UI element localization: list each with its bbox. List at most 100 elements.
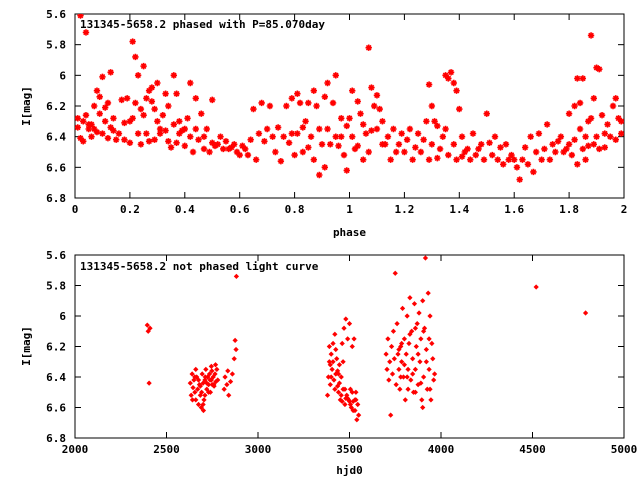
data-point: [333, 346, 339, 353]
data-point: [132, 99, 139, 107]
data-point: [469, 130, 477, 137]
x-tick-label: 2500: [153, 443, 180, 456]
data-point: [568, 151, 576, 159]
data-point: [77, 135, 84, 142]
data-point: [110, 127, 117, 134]
data-point: [494, 156, 501, 163]
y-tick-label: 6.8: [46, 432, 66, 445]
data-point: [204, 386, 210, 392]
data-point: [582, 310, 589, 316]
data-point: [427, 386, 433, 392]
data-point: [316, 171, 323, 179]
data-point: [598, 112, 606, 119]
data-point: [80, 138, 87, 145]
data-point: [450, 79, 458, 87]
data-point: [338, 392, 344, 398]
data-point: [392, 270, 398, 276]
data-point: [354, 98, 361, 105]
data-point: [425, 156, 433, 163]
data-point: [204, 380, 210, 386]
data-point: [442, 125, 449, 133]
data-point: [381, 141, 389, 148]
data-point: [436, 145, 444, 153]
data-point: [585, 118, 592, 125]
data-point: [274, 124, 282, 131]
data-point: [401, 336, 408, 342]
data-point: [343, 395, 349, 401]
data-point: [101, 104, 109, 111]
data-point: [88, 121, 95, 128]
data-point: [574, 161, 581, 168]
data-point: [123, 95, 131, 102]
data-point: [428, 141, 436, 148]
data-point: [266, 102, 274, 110]
x-tick-label: 2: [621, 203, 628, 216]
data-point: [399, 359, 405, 365]
data-point: [483, 110, 490, 117]
data-point: [425, 290, 431, 296]
data-point: [200, 401, 206, 408]
data-point: [162, 90, 169, 97]
data-point: [140, 62, 147, 70]
data-point: [397, 386, 403, 392]
data-points: [75, 14, 624, 183]
data-point: [412, 144, 419, 151]
data-point: [307, 133, 315, 140]
data-point: [277, 158, 285, 165]
data-point: [353, 389, 359, 395]
data-point: [316, 125, 323, 133]
data-point: [324, 125, 331, 133]
data-point: [519, 156, 526, 163]
data-point: [233, 273, 240, 279]
data-point: [346, 398, 353, 405]
data-point: [406, 125, 414, 133]
data-point: [233, 346, 239, 353]
data-point: [360, 156, 367, 163]
x-tick-label: 4500: [519, 443, 546, 456]
data-point: [176, 130, 183, 137]
data-point: [412, 325, 419, 331]
data-point: [371, 102, 378, 110]
data-point: [354, 417, 360, 423]
data-point: [349, 343, 355, 350]
data-point: [327, 141, 334, 148]
data-point: [99, 130, 106, 137]
data-point: [126, 118, 134, 125]
data-point: [423, 346, 429, 353]
data-point: [205, 389, 212, 395]
data-point: [145, 138, 153, 145]
data-point: [585, 142, 592, 150]
data-point: [200, 407, 207, 414]
data-point: [388, 412, 394, 418]
data-point: [405, 386, 411, 392]
data-point: [154, 79, 161, 87]
y-tick-label: 6.6: [46, 402, 66, 415]
data-point: [187, 79, 194, 87]
data-point: [118, 96, 125, 104]
y-tick-label: 5.6: [46, 249, 66, 262]
data-point: [535, 130, 543, 137]
data-point: [199, 371, 205, 377]
data-point: [239, 142, 246, 150]
data-point: [178, 127, 186, 134]
data-point: [538, 156, 545, 163]
data-point: [170, 121, 178, 128]
data-point: [582, 156, 589, 163]
data-point: [395, 141, 403, 148]
data-point: [189, 371, 195, 377]
x-tick-label: 1.2: [394, 203, 414, 216]
data-point: [104, 99, 112, 107]
y-tick-label: 6.8: [46, 192, 66, 205]
data-point: [232, 337, 238, 344]
data-point: [423, 118, 430, 125]
data-point: [144, 322, 150, 328]
data-point: [422, 255, 429, 261]
data-point: [390, 125, 397, 133]
data-point: [310, 87, 318, 94]
data-point: [387, 359, 393, 365]
data-point: [554, 138, 562, 145]
data-point: [198, 110, 205, 117]
data-point: [505, 156, 512, 163]
data-point: [261, 138, 268, 145]
data-point: [335, 389, 342, 395]
